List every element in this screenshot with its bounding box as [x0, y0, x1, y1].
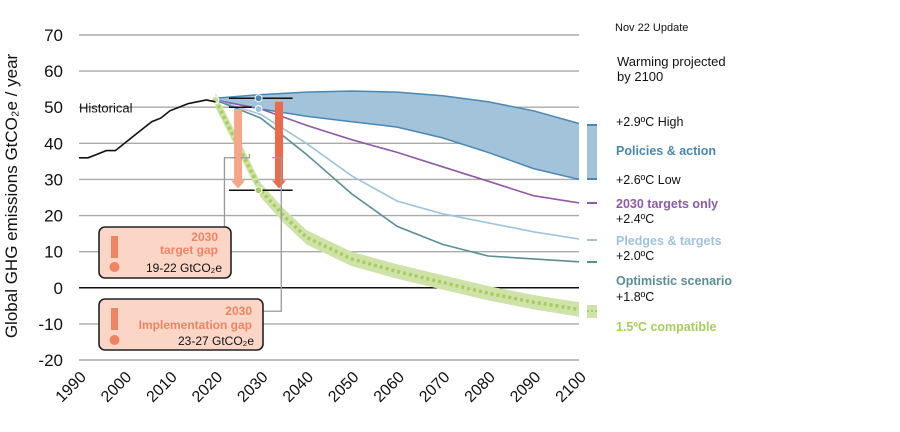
policies-upper-line [215, 90, 580, 125]
target-gap-arrow-shaft [234, 109, 243, 182]
label-pledges: Pledges & targets [616, 234, 722, 248]
x-tick-labels: 1990 2000 2010 2020 2030 2040 2050 2060 2070 2080… [53, 369, 590, 406]
label-pledges-temp: +2.0ºC [616, 249, 654, 263]
y-tick-label: -20 [38, 351, 63, 370]
right-legend: Nov 22 Update Warming projected by 2100 … [587, 22, 732, 334]
gap-arrows [229, 94, 293, 195]
target-gap-value: 19-22 GtCO₂e [146, 261, 222, 275]
y-tick-label: 70 [44, 26, 63, 45]
projected-header-2: by 2100 [617, 69, 663, 84]
implementation-gap-subtitle: Implementation gap [139, 318, 252, 332]
x-tick-label: 2000 [98, 369, 135, 406]
x-tick-label: 2040 [280, 369, 317, 406]
implementation-gap-arrow-head [272, 180, 286, 189]
target-gap-box: 2030 target gap 19-22 GtCO₂e [98, 226, 232, 279]
label-targets-only-temp: +2.4ºC [616, 212, 654, 226]
x-tick-label: 2080 [462, 369, 499, 406]
label-high: +2.9ºC High [616, 115, 683, 129]
label-low: +2.6ºC Low [616, 173, 682, 187]
start-point [211, 96, 220, 104]
y-tick-label: 50 [44, 98, 63, 117]
implementation-gap-value: 23-27 GtCO₂e [178, 334, 254, 348]
policies-band-area [215, 91, 579, 180]
target-gap-title: 2030 [191, 230, 218, 244]
exclamation-icon-bar [111, 236, 118, 258]
x-tick-label: 2100 [553, 369, 590, 406]
implementation-gap-title: 2030 [225, 304, 252, 318]
x-tick-label: 2030 [234, 369, 271, 406]
y-tick-label: 10 [44, 243, 63, 262]
x-tick-label: 1990 [53, 369, 90, 406]
implementation-connector [263, 157, 282, 312]
y-tick-label: 30 [44, 170, 63, 189]
historical-label: Historical [79, 101, 133, 116]
x-tick-label: 2070 [416, 369, 453, 406]
implementation-gap-arrow-shaft [275, 101, 283, 182]
historical-line [79, 99, 216, 159]
exclamation-icon-dot-2 [109, 335, 120, 345]
x-tick-label: 2020 [189, 369, 226, 406]
target-connector-top [240, 154, 251, 159]
target-gap-subtitle: target gap [160, 243, 218, 257]
target-gap-arrow-head [231, 180, 246, 189]
series-line-1-5-c-compatible [213, 99, 580, 312]
label-optimistic-temp: +1.8ºC [616, 290, 654, 304]
y-tick-labels: 70 60 50 40 30 20 10 0 -10 -20 [38, 26, 63, 370]
update-label: Nov 22 Update [615, 22, 688, 34]
y-tick-label: 40 [44, 134, 63, 153]
label-targets-only: 2030 targets only [616, 197, 718, 211]
label-policies: Policies & action [616, 144, 716, 158]
implementation-gap-box: 2030 Implementation gap 23-27 GtCO₂e [98, 298, 264, 351]
policies-band-marker [587, 126, 597, 178]
y-axis-label: Global GHG emissions GtCO₂e / year [2, 53, 21, 338]
x-tick-label: 2050 [325, 369, 362, 406]
projected-header-1: Warming projected [617, 54, 726, 69]
x-tick-label: 2060 [371, 369, 408, 406]
label-compatible: 1.5ºC compatible [616, 320, 716, 334]
y-tick-label: -10 [38, 315, 63, 334]
y-tick-label: 0 [54, 279, 63, 298]
policies-2030-point [254, 94, 263, 103]
exclamation-icon-dot [109, 262, 120, 272]
y-tick-label: 20 [44, 207, 63, 226]
x-tick-label: 2010 [144, 369, 181, 406]
compatible-2030-point [254, 186, 263, 195]
exclamation-icon-bar-2 [111, 308, 118, 330]
label-optimistic: Optimistic scenario [616, 274, 732, 288]
y-tick-label: 60 [44, 62, 63, 81]
pledges-2030-point [254, 105, 263, 114]
x-tick-label: 2090 [507, 369, 544, 406]
